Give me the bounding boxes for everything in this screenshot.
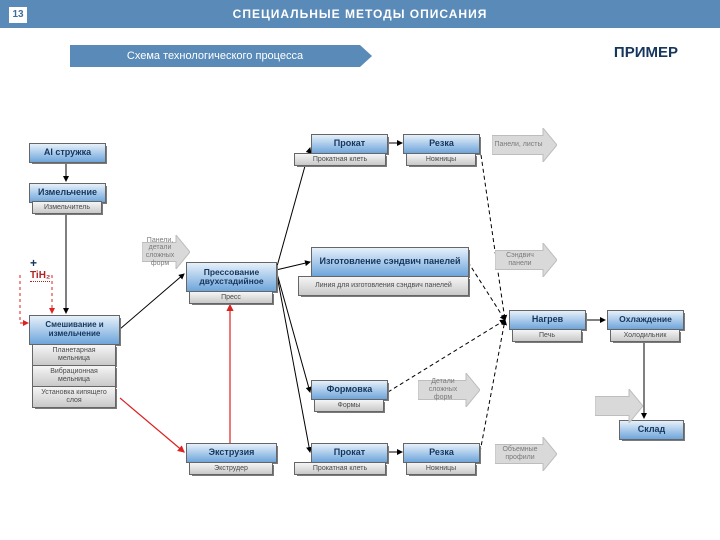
node-kip: Установка кипящего слоя bbox=[32, 386, 117, 409]
output-arrow-1: Панели, листы bbox=[492, 128, 557, 162]
plus-sign: + bbox=[30, 256, 37, 270]
node-prok1b: Прокатная клеть bbox=[294, 153, 387, 167]
output-arrow-0: Панели, детали сложных форм bbox=[142, 235, 190, 269]
diagram-canvas: 13 СПЕЦИАЛЬНЫЕ МЕТОДЫ ОПИСАНИЯ Схема тех… bbox=[0, 0, 720, 540]
page-title: СПЕЦИАЛЬНЫЕ МЕТОДЫ ОПИСАНИЯ bbox=[0, 0, 720, 28]
subtitle-banner: Схема технологического процесса bbox=[70, 45, 360, 67]
node-form2: Формы bbox=[314, 399, 385, 413]
tih2-label: TiH₂ bbox=[30, 270, 50, 282]
node-izm2: Измельчитель bbox=[32, 201, 103, 215]
node-prok2b: Прокатная клеть bbox=[294, 462, 387, 476]
node-rez2b: Ножницы bbox=[406, 462, 477, 476]
node-sand2: Линия для изготовления сэндвич панелей bbox=[298, 276, 470, 297]
subtitle-arrow-icon bbox=[360, 45, 372, 67]
node-rez2: Резка bbox=[403, 443, 481, 464]
node-prok2: Прокат bbox=[311, 443, 389, 464]
output-arrow-5 bbox=[595, 389, 643, 423]
node-ohl: Охлаждение bbox=[607, 310, 685, 331]
node-smes: Смешивание и измельчение bbox=[29, 315, 121, 346]
node-rez1b: Ножницы bbox=[406, 153, 477, 167]
node-form: Формовка bbox=[311, 380, 389, 401]
node-sklad: Склад bbox=[619, 420, 685, 441]
output-arrow-4: Объемные профили bbox=[495, 437, 557, 471]
example-label: ПРИМЕР bbox=[614, 44, 678, 61]
node-nagr: Нагрев bbox=[509, 310, 587, 331]
output-arrow-2: Сэндвич панели bbox=[495, 243, 557, 277]
node-extr2: Экструдер bbox=[189, 462, 274, 476]
node-prok1: Прокат bbox=[311, 134, 389, 155]
node-sand: Изготовление сэндвич панелей bbox=[311, 247, 470, 278]
node-press: Прессование двухстадийное bbox=[186, 262, 278, 293]
node-ohl2: Холодильник bbox=[610, 329, 681, 343]
node-plan: Планетарная мельница bbox=[32, 344, 117, 367]
node-extr: Экструзия bbox=[186, 443, 278, 464]
node-vibr: Вибрационная мельница bbox=[32, 365, 117, 388]
node-rez1: Резка bbox=[403, 134, 481, 155]
node-al: Al стружка bbox=[29, 143, 107, 164]
output-arrow-3: Детали сложных форм bbox=[418, 373, 480, 407]
node-nagr2: Печь bbox=[512, 329, 583, 343]
node-press2: Пресс bbox=[189, 291, 274, 305]
